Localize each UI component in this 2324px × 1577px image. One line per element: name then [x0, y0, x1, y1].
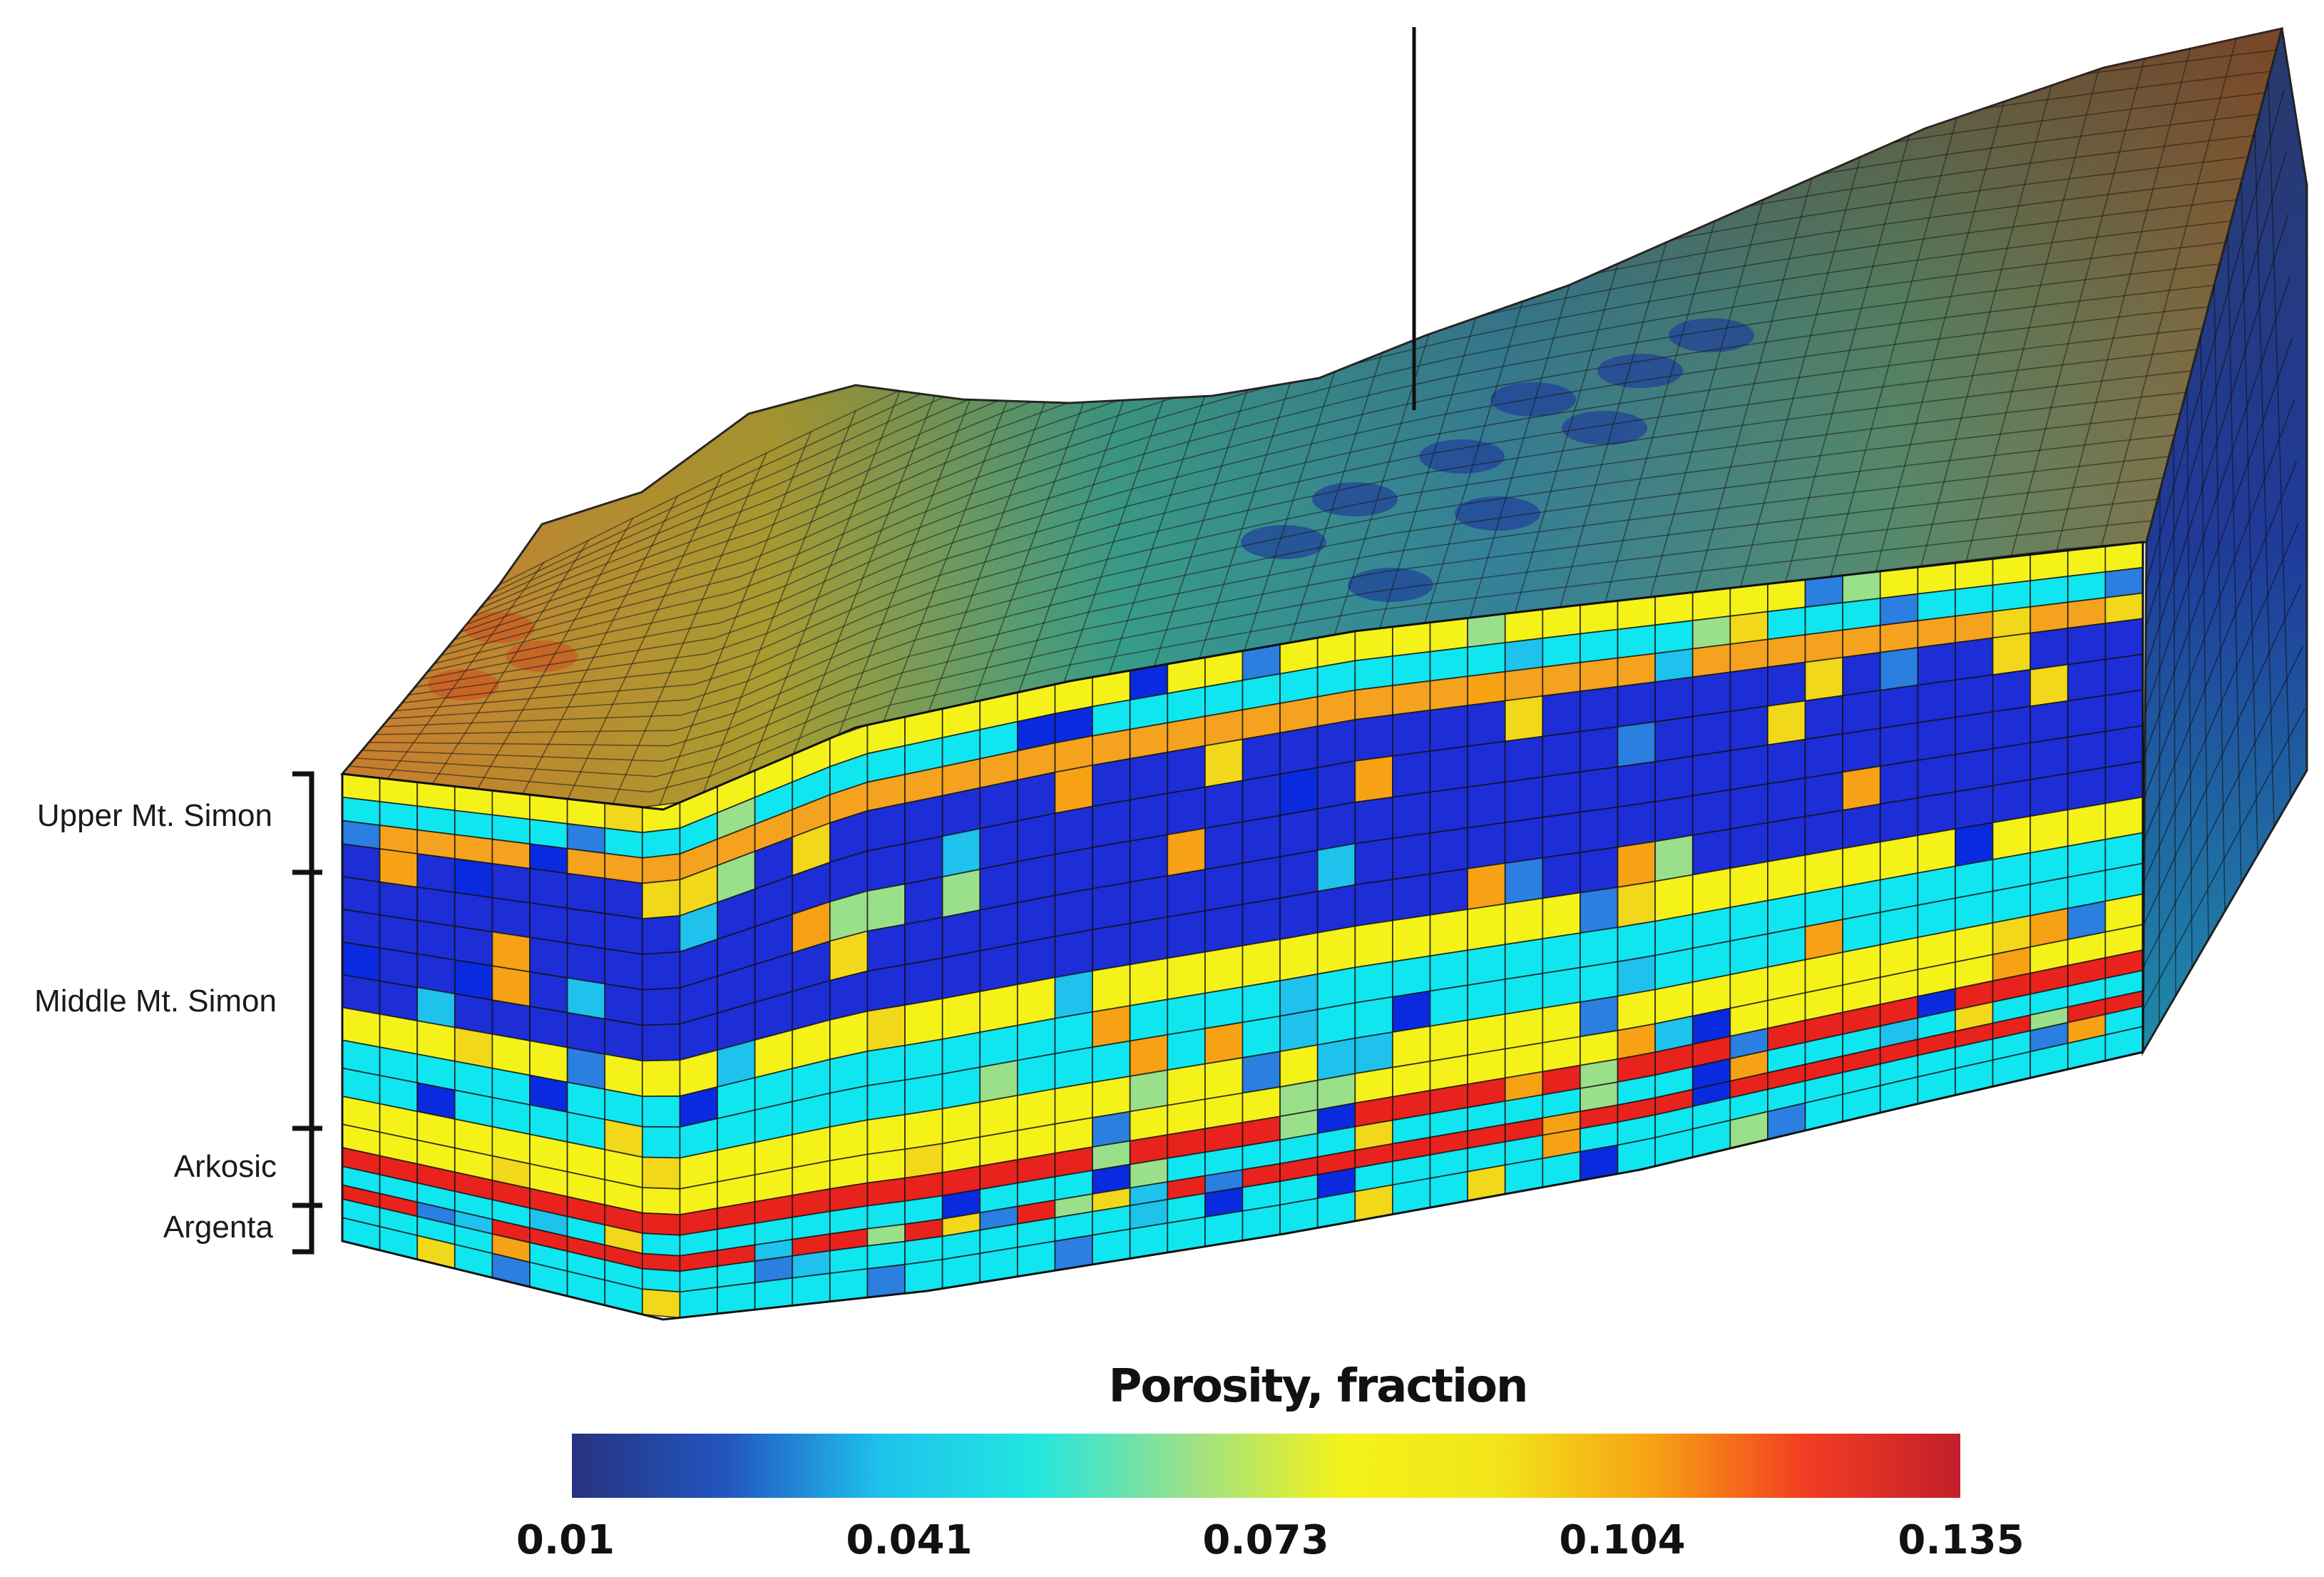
- zone-label-arkosic: Arkosic: [174, 1149, 277, 1184]
- colorbar-tick-1: 0.041: [846, 1517, 972, 1563]
- colorbar: Porosity, fraction 0.01 0.041 0.073 0.10…: [516, 1360, 2024, 1563]
- zone-label-middle-mt-simon: Middle Mt. Simon: [34, 984, 277, 1019]
- colorbar-tick-2: 0.073: [1202, 1517, 1329, 1563]
- colorbar-tick-4: 0.135: [1898, 1517, 2024, 1563]
- colorbar-tick-3: 0.104: [1559, 1517, 1685, 1563]
- colorbar-tick-0: 0.01: [516, 1517, 615, 1563]
- colorbar-title: Porosity, fraction: [1109, 1360, 1527, 1413]
- front-face-grid: [341, 541, 2144, 1321]
- zone-label-argenta: Argenta: [163, 1210, 274, 1245]
- zone-label-upper-mt-simon: Upper Mt. Simon: [37, 798, 272, 833]
- zone-brackets: [292, 771, 322, 1255]
- colorbar-gradient: [572, 1434, 1960, 1498]
